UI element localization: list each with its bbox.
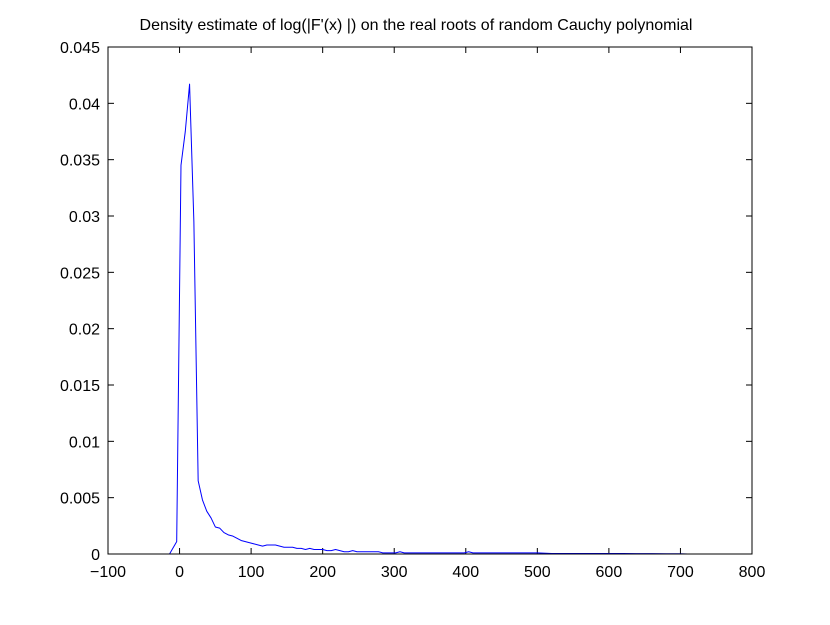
y-tick-label: 0.045 <box>60 40 100 57</box>
y-axis-tick-labels: 0 0.005 0.01 0.015 0.02 0.025 0.03 0.035 0.04 0.0… <box>60 40 100 564</box>
x-axis-tick-labels: −100 0 100 200 300 400 500 600 700 800 <box>90 564 765 581</box>
y-tick-label: 0.01 <box>69 434 100 451</box>
y-tick-label: 0.02 <box>69 322 100 339</box>
x-tick-label: 700 <box>667 564 694 581</box>
x-tick-label: 400 <box>452 564 479 581</box>
x-tick-label: 200 <box>309 564 336 581</box>
x-tick-label: 100 <box>238 564 265 581</box>
x-tick-label: −100 <box>90 564 126 581</box>
x-tick-label: 800 <box>739 564 766 581</box>
y-tick-label: 0.03 <box>69 209 100 226</box>
y-tick-label: 0.04 <box>69 96 100 113</box>
series-layer <box>169 83 688 555</box>
x-tick-label: 500 <box>524 564 551 581</box>
x-tick-label: 300 <box>381 564 408 581</box>
y-tick-label: 0 <box>91 547 100 564</box>
chart-title: Density estimate of log(|F'(x) |) on the… <box>140 17 693 34</box>
y-tick-label: 0.025 <box>60 265 100 282</box>
y-tick-label: 0.015 <box>60 378 100 395</box>
x-tick-label: 600 <box>596 564 623 581</box>
x-tick-label: 0 <box>175 564 184 581</box>
y-tick-label: 0.035 <box>60 153 100 170</box>
plot-area-frame <box>107 46 753 555</box>
y-tick-label: 0.005 <box>60 491 100 508</box>
density-series-line <box>169 83 688 555</box>
